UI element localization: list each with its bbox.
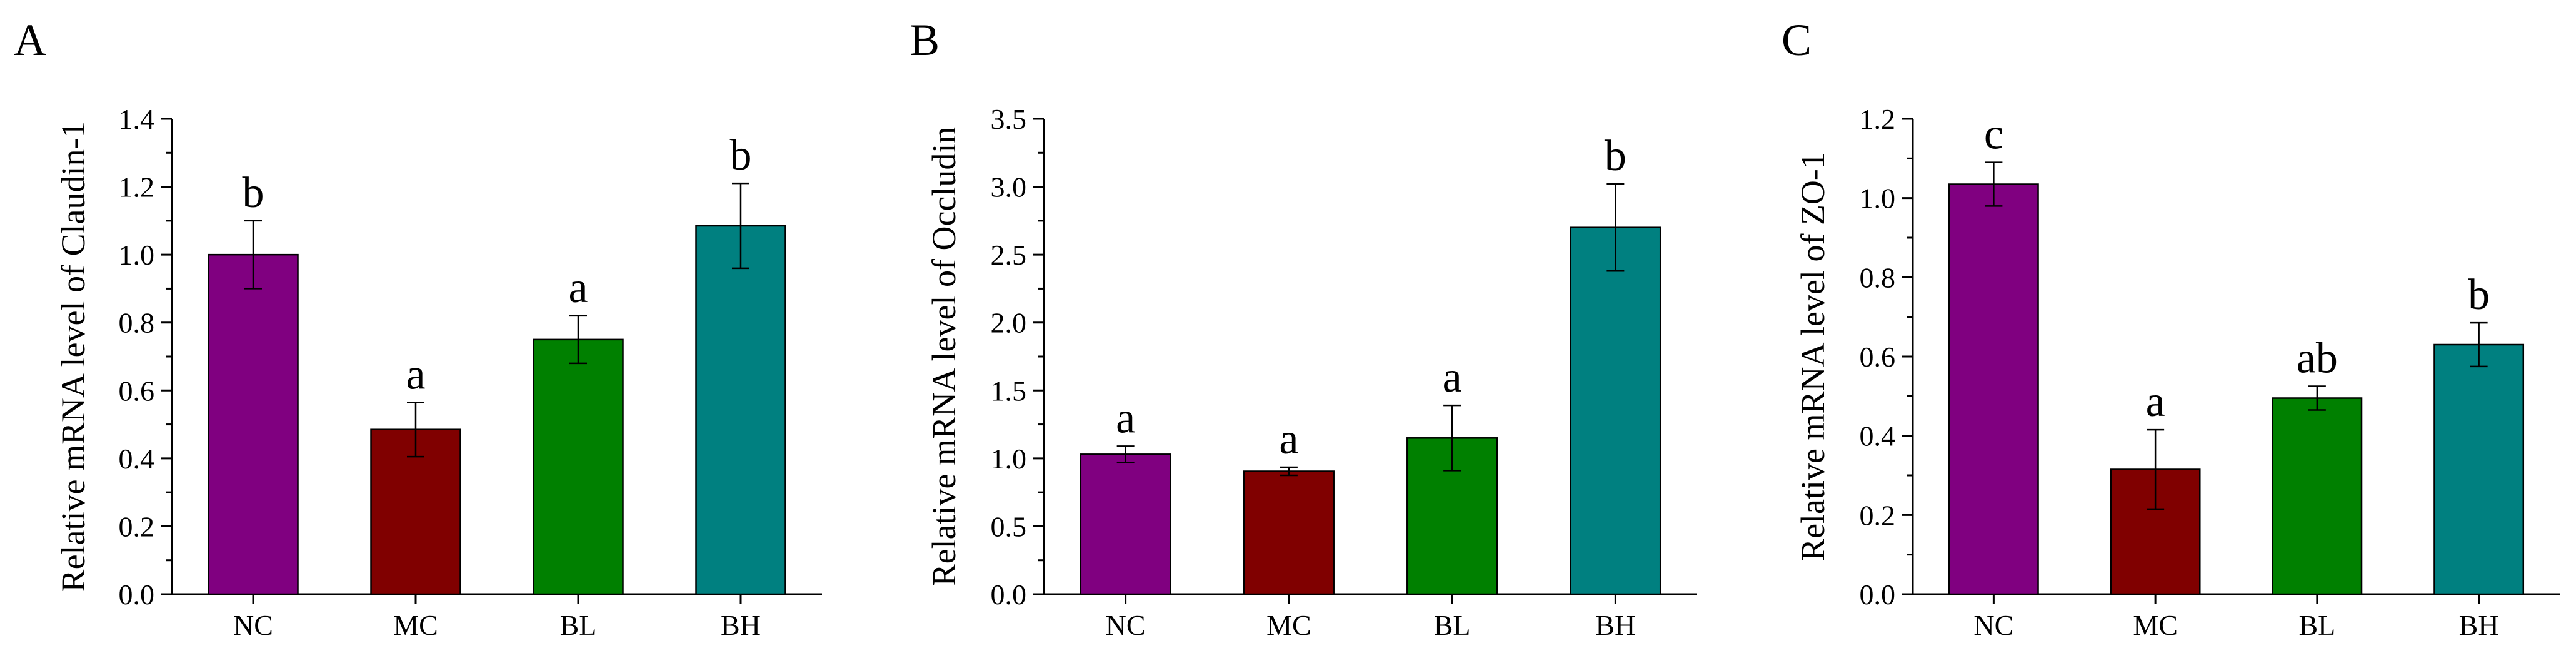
y-tick-label: 0.0 [1860,579,1896,610]
panel-label: A [14,15,46,65]
y-tick-label: 0.6 [119,375,155,407]
y-tick-label: 2.5 [991,239,1027,271]
y-axis-label: Relative mRNA level of ZO-1 [1794,152,1832,561]
y-tick-label: 3.5 [991,103,1027,135]
y-tick-label: 0.4 [119,443,155,475]
x-tick-label: NC [1973,609,2013,641]
y-tick-label: 1.2 [119,171,155,203]
y-axis-label: Relative mRNA level of Occludin [925,127,963,587]
x-tick-label: BH [2459,609,2499,641]
panel-label: C [1782,15,1812,65]
panel-label: B [910,15,940,65]
significance-label: a [2146,378,2165,426]
bar-bh [1570,226,1661,595]
significance-label: a [1116,394,1135,442]
significance-label: c [1984,111,2003,159]
significance-label: a [406,350,425,398]
significance-label: b [2468,271,2490,319]
x-tick-label: BL [2298,609,2335,641]
x-tick-label: MC [2133,609,2178,641]
x-tick-label: BH [1595,609,1635,641]
y-tick-label: 0.0 [991,579,1027,610]
y-tick-label: 0.0 [119,579,155,610]
bar-bl [533,338,624,595]
bar-bh [2433,343,2525,595]
bar-bl [2272,397,2363,595]
bar-nc [1080,453,1171,595]
chart-panel-b: B 0.0 0.5 1.0 1.5 2.0 2.5 3.0 3.5 Relative mRNA l… [910,15,1697,641]
bar-mc [1243,470,1335,595]
x-tick-label: BH [721,609,761,641]
y-tick-label: 1.0 [991,443,1027,475]
significance-label: b [1605,132,1626,180]
x-tick-label: BL [1434,609,1471,641]
significance-label: b [730,131,752,180]
significance-label: b [243,169,264,217]
significance-label: a [1279,415,1298,463]
y-tick-label: 1.4 [119,103,155,135]
x-tick-label: NC [1106,609,1146,641]
y-tick-label: 0.2 [1860,499,1896,531]
y-tick-label: 0.5 [991,510,1027,542]
chart-panel-c: C 0.0 0.2 0.4 0.6 0.8 1.0 1.2 Relative mRNA leve… [1782,15,2560,641]
y-tick-label: 2.0 [991,307,1027,339]
y-tick-label: 0.2 [119,510,155,542]
y-tick-label: 1.5 [991,375,1027,407]
y-axis-label: Relative mRNA level of Claudin-1 [54,121,92,592]
significance-label: a [1443,353,1462,402]
x-tick-label: MC [393,609,438,641]
y-tick-label: 1.0 [119,239,155,271]
bar-bh [695,225,786,595]
y-tick-label: 0.8 [1860,261,1896,293]
bar-mc [370,428,461,595]
significance-label: ab [2297,335,2338,383]
x-tick-label: BL [560,609,597,641]
y-tick-label: 1.0 [1860,183,1896,215]
y-tick-label: 0.8 [119,307,155,339]
y-tick-label: 0.4 [1860,420,1896,452]
y-tick-label: 0.6 [1860,341,1896,373]
x-tick-label: MC [1266,609,1311,641]
chart-panel-a: A 0.0 0.2 0.4 0.6 0.8 1.0 1.2 1.4 Relative mRNA l… [14,15,822,641]
y-tick-label: 3.0 [991,171,1027,203]
significance-label: a [568,264,588,312]
y-tick-label: 1.2 [1860,103,1896,135]
bar-nc [1948,183,2039,595]
bar-nc [208,253,299,595]
x-tick-label: NC [233,609,273,641]
